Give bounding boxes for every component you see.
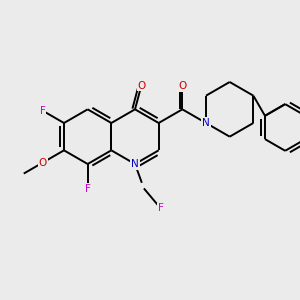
Text: F: F bbox=[40, 106, 46, 116]
Text: O: O bbox=[39, 158, 47, 168]
Text: N: N bbox=[131, 159, 139, 169]
Text: F: F bbox=[85, 184, 91, 194]
Text: O: O bbox=[178, 81, 187, 91]
Text: O: O bbox=[137, 81, 146, 91]
Text: N: N bbox=[202, 118, 210, 128]
Text: F: F bbox=[158, 203, 164, 213]
